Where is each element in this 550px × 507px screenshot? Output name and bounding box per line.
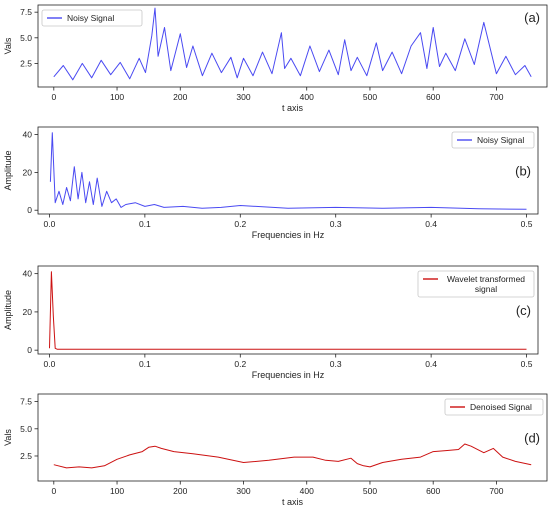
legend-box bbox=[444, 398, 544, 416]
x-tick-label: 0 bbox=[51, 92, 56, 102]
y-tick-label: 20 bbox=[23, 307, 33, 317]
y-tick-label: 2.5 bbox=[20, 451, 32, 461]
y-tick-label: 0 bbox=[27, 345, 32, 355]
x-tick-label: 400 bbox=[300, 486, 314, 496]
x-tick-label: 200 bbox=[173, 486, 187, 496]
legend-box bbox=[451, 131, 535, 149]
x-tick-label: 0.5 bbox=[521, 359, 533, 369]
x-tick-label: 0.0 bbox=[44, 219, 56, 229]
legend-label: Noisy Signal bbox=[67, 13, 114, 23]
y-tick-label: 0 bbox=[27, 205, 32, 215]
x-axis-label: t axis bbox=[282, 497, 304, 507]
y-axis-label: Amplitude bbox=[3, 290, 13, 330]
x-tick-label: 0.3 bbox=[330, 359, 342, 369]
x-tick-label: 300 bbox=[236, 486, 250, 496]
legend-box bbox=[41, 9, 143, 27]
x-axis-label: t axis bbox=[282, 103, 304, 113]
x-tick-label: 500 bbox=[363, 486, 377, 496]
panel-tag: (b) bbox=[515, 164, 531, 179]
x-tick-label: 400 bbox=[300, 92, 314, 102]
x-tick-label: 700 bbox=[489, 486, 503, 496]
legend-label: signal bbox=[475, 284, 497, 294]
series-line-noisy-signal bbox=[49, 132, 527, 210]
series-line-wavelet-transformed-signal bbox=[49, 271, 527, 350]
x-tick-label: 0.1 bbox=[139, 359, 151, 369]
x-tick-label: 0.0 bbox=[44, 359, 56, 369]
y-tick-label: 20 bbox=[23, 167, 33, 177]
x-axis-label: Frequencies in Hz bbox=[252, 230, 325, 240]
y-axis-label: Vals bbox=[3, 429, 13, 446]
y-tick-label: 7.5 bbox=[20, 397, 32, 407]
x-tick-label: 700 bbox=[489, 92, 503, 102]
x-tick-label: 0.3 bbox=[330, 219, 342, 229]
legend-label: Denoised Signal bbox=[470, 402, 532, 412]
axes-frame bbox=[37, 265, 539, 355]
series-line-noisy-signal bbox=[53, 7, 532, 81]
axes-frame bbox=[37, 4, 548, 88]
x-tick-label: 500 bbox=[363, 92, 377, 102]
legend-label: Noisy Signal bbox=[477, 135, 524, 145]
y-tick-label: 5.0 bbox=[20, 424, 32, 434]
x-tick-label: 100 bbox=[110, 486, 124, 496]
panel-tag: (a) bbox=[524, 10, 540, 25]
chart-panel-1: 0 100 200 300 400 500 600 700 2.5 5.0 7.5 t axis Val… bbox=[3, 4, 548, 113]
y-tick-label: 5.0 bbox=[20, 33, 32, 43]
y-axis-label: Amplitude bbox=[3, 150, 13, 190]
x-axis-label: Frequencies in Hz bbox=[252, 370, 325, 380]
legend-box bbox=[417, 270, 535, 298]
y-axis-label: Vals bbox=[3, 37, 13, 54]
x-tick-label: 0.4 bbox=[425, 359, 437, 369]
chart-panel-4: 0 100 200 300 400 500 600 700 2.5 5.0 7.5 t axis Val… bbox=[3, 393, 548, 507]
x-tick-label: 600 bbox=[426, 92, 440, 102]
axes-frame bbox=[37, 126, 539, 215]
x-tick-label: 200 bbox=[173, 92, 187, 102]
panel-tag: (d) bbox=[524, 431, 540, 446]
x-tick-label: 0.5 bbox=[521, 219, 533, 229]
legend-label: Wavelet transformed bbox=[447, 274, 525, 284]
y-tick-label: 2.5 bbox=[20, 58, 32, 68]
x-tick-label: 0.2 bbox=[234, 359, 246, 369]
x-tick-label: 300 bbox=[236, 92, 250, 102]
y-tick-label: 7.5 bbox=[20, 7, 32, 17]
x-tick-label: 0.2 bbox=[234, 219, 246, 229]
x-tick-label: 100 bbox=[110, 92, 124, 102]
y-tick-label: 40 bbox=[23, 269, 33, 279]
panel-tag: (c) bbox=[516, 303, 531, 318]
series-line-denoised-signal bbox=[53, 443, 532, 469]
x-tick-label: 0.1 bbox=[139, 219, 151, 229]
chart-panel-3: 0.0 0.1 0.2 0.3 0.4 0.5 0 20 40 Frequencies in Hz… bbox=[3, 265, 539, 380]
axes-frame bbox=[37, 393, 548, 482]
chart-panel-2: 0.0 0.1 0.2 0.3 0.4 0.5 0 20 40 Frequencies in Hz… bbox=[3, 126, 539, 240]
x-tick-label: 600 bbox=[426, 486, 440, 496]
x-tick-label: 0.4 bbox=[425, 219, 437, 229]
y-tick-label: 40 bbox=[23, 130, 33, 140]
x-tick-label: 0 bbox=[51, 486, 56, 496]
